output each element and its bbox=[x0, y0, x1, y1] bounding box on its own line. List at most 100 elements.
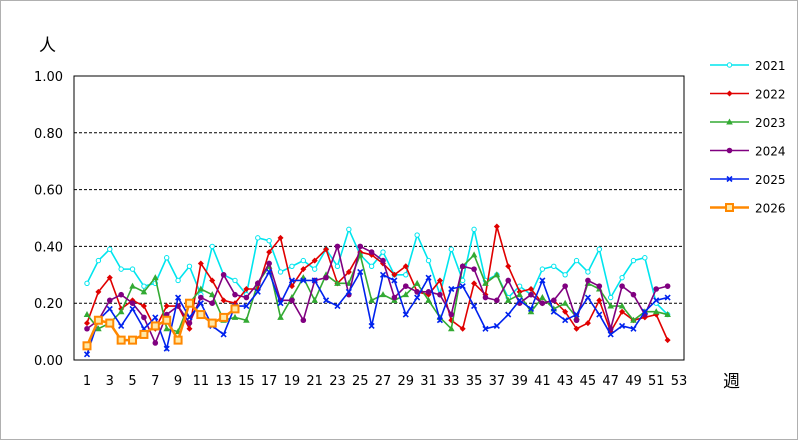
data-point bbox=[505, 311, 512, 318]
data-point bbox=[186, 314, 193, 321]
data-point bbox=[208, 291, 216, 298]
data-point bbox=[129, 282, 136, 289]
data-point bbox=[425, 289, 432, 295]
data-point bbox=[516, 297, 523, 304]
data-point bbox=[277, 269, 284, 275]
x-tick-label: 17 bbox=[261, 374, 278, 389]
x-tick-label: 9 bbox=[174, 374, 182, 389]
x-tick-label: 31 bbox=[420, 374, 437, 389]
data-point bbox=[197, 285, 205, 292]
data-point bbox=[471, 280, 478, 287]
data-point bbox=[539, 300, 546, 307]
legend-label: 2026 bbox=[755, 202, 786, 216]
data-point bbox=[219, 312, 229, 322]
x-tick-label: 39 bbox=[511, 374, 528, 389]
data-point bbox=[209, 300, 216, 307]
data-point bbox=[641, 308, 648, 315]
data-point bbox=[527, 308, 535, 315]
data-point bbox=[129, 300, 136, 307]
data-point bbox=[289, 297, 295, 304]
data-point bbox=[163, 255, 170, 261]
data-point bbox=[357, 268, 364, 276]
data-point bbox=[368, 296, 375, 303]
data-point bbox=[482, 325, 489, 332]
data-point bbox=[254, 288, 261, 295]
data-point bbox=[230, 304, 240, 314]
data-point bbox=[726, 62, 733, 68]
data-point bbox=[448, 311, 455, 318]
data-point bbox=[402, 311, 409, 318]
data-point bbox=[528, 291, 534, 298]
data-point bbox=[128, 335, 138, 345]
series-2026 bbox=[82, 298, 240, 351]
data-point bbox=[505, 277, 512, 284]
x-tick-label: 49 bbox=[625, 374, 642, 389]
data-point bbox=[196, 310, 206, 320]
data-point bbox=[106, 274, 113, 281]
data-point bbox=[346, 226, 352, 233]
data-point bbox=[277, 234, 284, 241]
data-point bbox=[266, 249, 273, 256]
data-point bbox=[266, 268, 273, 276]
data-point bbox=[607, 325, 614, 332]
data-point bbox=[561, 299, 569, 306]
x-axis-label: 週 bbox=[723, 372, 740, 392]
data-point bbox=[266, 238, 272, 244]
data-point bbox=[585, 277, 591, 284]
data-point bbox=[368, 249, 375, 255]
data-point bbox=[652, 308, 660, 315]
data-point bbox=[152, 274, 159, 281]
data-point bbox=[243, 294, 250, 301]
data-point bbox=[391, 294, 398, 301]
data-point bbox=[539, 266, 546, 272]
data-point bbox=[653, 286, 660, 292]
data-point bbox=[345, 268, 352, 275]
series-line bbox=[86, 269, 668, 355]
x-tick-label: 37 bbox=[489, 374, 506, 389]
data-point bbox=[391, 271, 398, 278]
data-point bbox=[311, 257, 318, 264]
data-point bbox=[311, 266, 318, 272]
data-point bbox=[391, 277, 398, 284]
data-point bbox=[448, 325, 455, 332]
data-point bbox=[232, 277, 238, 284]
data-point bbox=[83, 351, 91, 358]
data-point bbox=[504, 296, 512, 303]
data-point bbox=[562, 272, 568, 278]
legend-entry-2024: 2024 bbox=[710, 145, 786, 159]
data-point bbox=[243, 286, 250, 292]
data-point bbox=[288, 277, 295, 284]
data-point bbox=[448, 246, 455, 252]
x-tick-label: 7 bbox=[151, 374, 159, 389]
data-point bbox=[186, 325, 193, 332]
data-point bbox=[380, 257, 386, 264]
data-point bbox=[197, 300, 204, 307]
x-tick-label: 13 bbox=[215, 374, 232, 389]
data-point bbox=[607, 302, 614, 309]
x-tick-label: 51 bbox=[648, 374, 665, 389]
data-point bbox=[150, 321, 160, 331]
data-point bbox=[482, 279, 489, 286]
data-point bbox=[311, 277, 318, 284]
data-point bbox=[300, 317, 307, 324]
x-tick-label: 11 bbox=[193, 374, 210, 389]
data-point bbox=[414, 232, 420, 238]
data-point bbox=[562, 317, 569, 324]
data-point bbox=[95, 325, 102, 332]
data-point bbox=[95, 257, 102, 264]
data-point bbox=[186, 320, 193, 326]
data-point bbox=[539, 294, 546, 301]
data-point bbox=[105, 318, 115, 328]
x-tick-label: 29 bbox=[397, 374, 414, 389]
data-point bbox=[664, 294, 671, 301]
data-point bbox=[163, 325, 170, 332]
data-point bbox=[413, 279, 421, 286]
data-point bbox=[482, 294, 489, 301]
data-point bbox=[84, 325, 90, 332]
data-point bbox=[527, 305, 535, 312]
data-point bbox=[231, 313, 239, 320]
data-point bbox=[425, 274, 432, 281]
data-point bbox=[596, 311, 603, 318]
x-tick-label: 53 bbox=[671, 374, 688, 389]
data-point bbox=[209, 243, 215, 250]
